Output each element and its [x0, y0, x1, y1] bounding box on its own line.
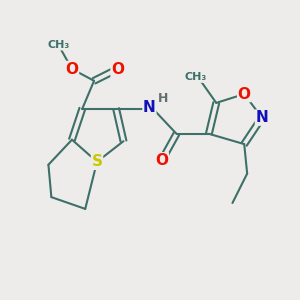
Text: CH₃: CH₃ — [184, 72, 207, 82]
Text: N: N — [143, 100, 156, 116]
Text: N: N — [256, 110, 268, 125]
Text: O: O — [65, 61, 79, 76]
Text: H: H — [158, 92, 168, 105]
Text: S: S — [92, 154, 103, 169]
Text: O: O — [238, 87, 251, 102]
Text: O: O — [155, 153, 168, 168]
Text: O: O — [111, 61, 124, 76]
Text: CH₃: CH₃ — [48, 40, 70, 50]
